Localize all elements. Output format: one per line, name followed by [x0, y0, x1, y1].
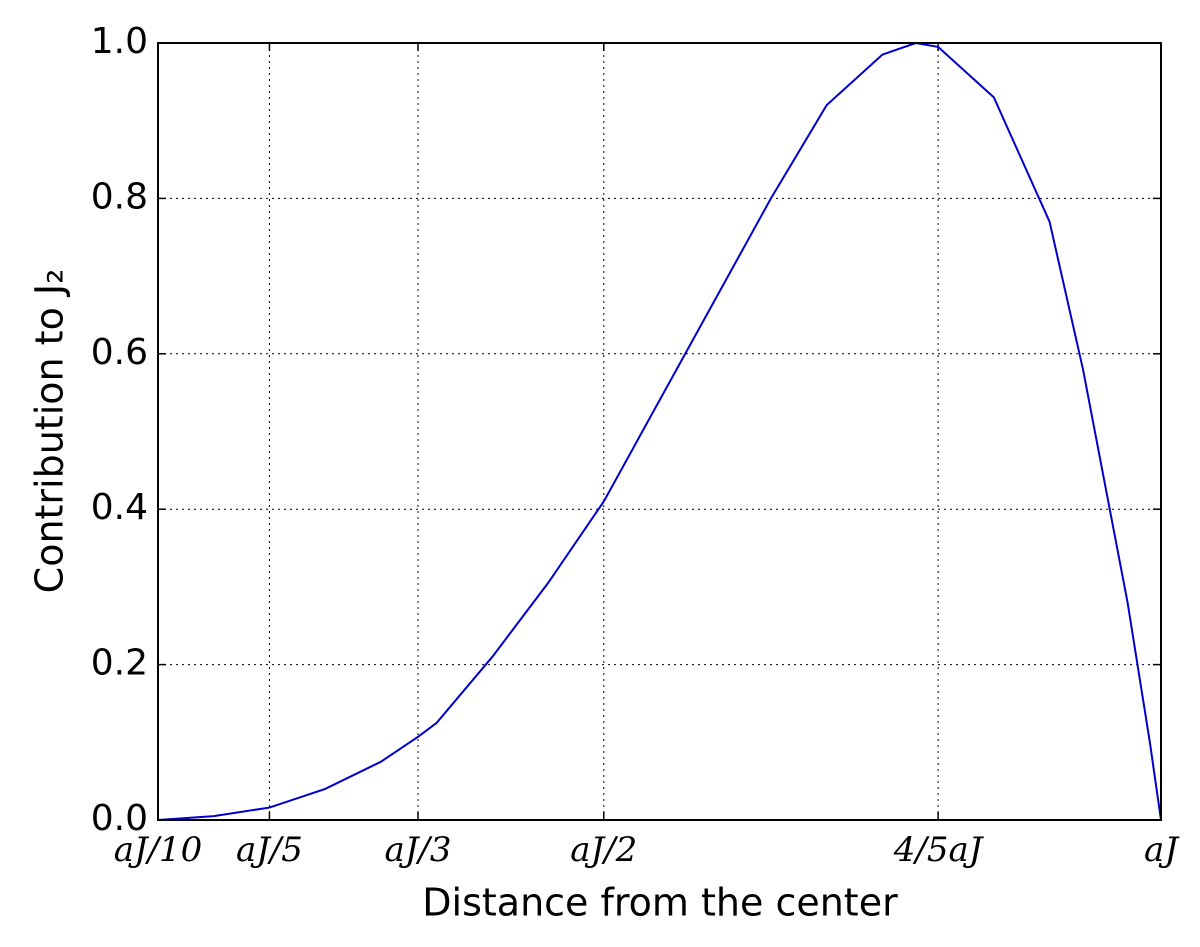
plot-frame	[157, 42, 1162, 821]
y-tick-label: 0.0	[91, 798, 148, 839]
y-tick-label: 0.8	[91, 176, 148, 217]
y-axis-label: Contribution to J₂	[28, 269, 72, 594]
y-tick-label: 1.0	[91, 21, 148, 62]
x-tick-label: aJ	[1144, 830, 1180, 870]
x-tick-label: aJ/5	[236, 830, 303, 870]
x-tick-label: aJ/10	[114, 830, 203, 870]
data-line	[157, 41, 1162, 821]
x-tick-label: aJ/2	[570, 830, 637, 870]
y-tick-label: 0.6	[91, 332, 148, 373]
x-axis-label: Distance from the center	[422, 881, 898, 925]
x-tick-label: aJ/3	[384, 830, 451, 870]
y-tick-label: 0.2	[91, 643, 148, 684]
y-tick-label: 0.4	[91, 487, 148, 528]
x-tick-label: 4/5aJ	[893, 830, 985, 870]
